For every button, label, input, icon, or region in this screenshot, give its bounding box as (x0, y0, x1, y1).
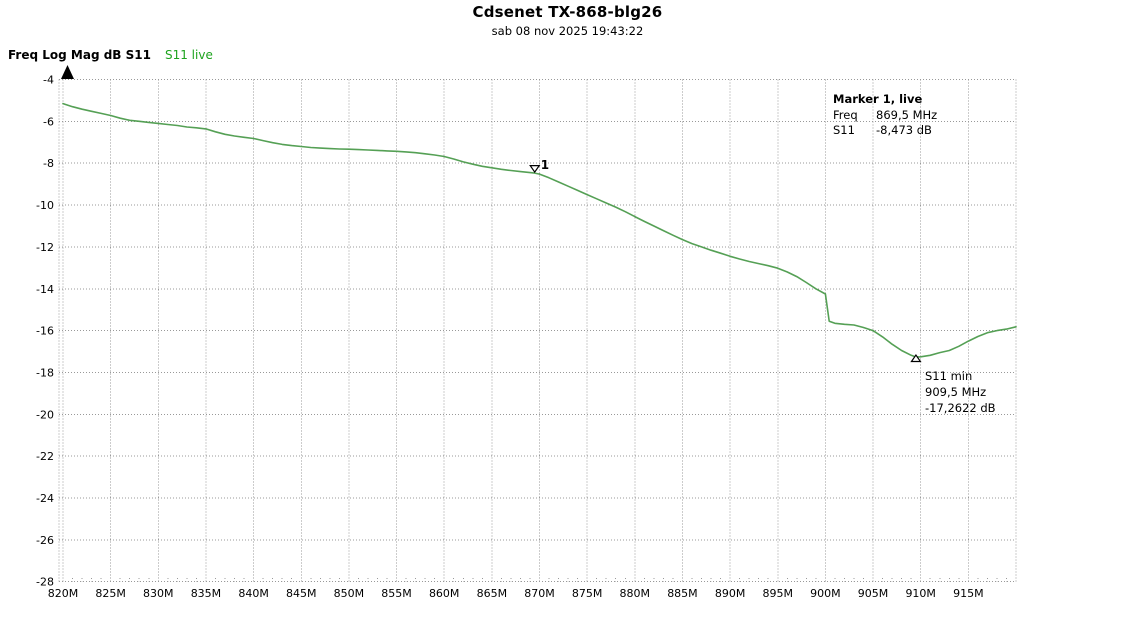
legend-row: Freq Log Mag dB S11 S11 live (8, 48, 213, 62)
s11-min-title: S11 min (925, 369, 973, 383)
y-tick-label: -16 (36, 325, 54, 338)
s11-min-freq: 909,5 MHz (925, 385, 987, 399)
y-tick-label: -8 (43, 157, 54, 170)
x-tick-label: 850M (334, 587, 365, 600)
y-tick-label: -6 (43, 115, 54, 128)
x-tick-label: 830M (143, 587, 174, 600)
x-tick-label: 825M (95, 587, 126, 600)
marker-info-title: Marker 1, live (833, 92, 923, 106)
x-tick-label: 910M (905, 587, 936, 600)
trace-legend-s11-live[interactable]: S11 live (164, 48, 213, 62)
x-tick-label: 905M (858, 587, 889, 600)
x-tick-label: 855M (381, 587, 412, 600)
marker-1-number-label: 1 (541, 158, 549, 172)
axis-format-label: Freq Log Mag dB S11 (8, 48, 151, 62)
marker-freq-label: Freq (833, 107, 858, 122)
x-tick-label: 860M (429, 587, 460, 600)
x-tick-label: 885M (667, 587, 698, 600)
x-tick-label: 880M (620, 587, 651, 600)
x-tick-label: 865M (477, 587, 508, 600)
x-tick-label: 900M (810, 587, 841, 600)
x-tick-label: 840M (238, 587, 269, 600)
page-title: Cdsenet TX-868-blg26 (472, 3, 663, 21)
x-tick-label: 895M (763, 587, 794, 600)
marker-1-glyph[interactable]: 1 (529, 158, 549, 174)
y-tick-label: -4 (43, 74, 54, 87)
marker-s11-label: S11 (833, 123, 855, 137)
y-tick-label: -14 (36, 283, 54, 296)
y-tick-label: -22 (36, 450, 54, 463)
marker-freq-value: 869,5 MHz (876, 107, 938, 122)
gridlines (58, 79, 1017, 583)
x-tick-label: 870M (524, 587, 555, 600)
timestamp: sab 08 nov 2025 19:43:22 (491, 24, 644, 38)
x-tick-label: 835M (191, 587, 222, 600)
s11-min-annotation: S11 min 909,5 MHz -17,2622 dB (925, 368, 996, 416)
y-tick-label: -12 (36, 241, 54, 254)
y-tick-label: -18 (36, 366, 54, 379)
y-tick-label: -10 (36, 199, 54, 212)
x-tick-label: 915M (953, 587, 984, 600)
x-tick-label: 845M (286, 587, 317, 600)
y-tick-label: -24 (36, 492, 54, 505)
tick-labels: 820M 825M 830M 835M 840M 845M 850M 855M 860M 865M… (36, 74, 984, 601)
x-tick-label: 890M (715, 587, 746, 600)
reference-level-arrow-icon[interactable] (61, 65, 74, 79)
y-tick-label: -26 (36, 534, 54, 547)
y-tick-label: -20 (36, 408, 54, 421)
marker-s11-row: S11 -8,473 dB (833, 123, 937, 139)
s11-min-value: -17,2622 dB (925, 401, 996, 415)
x-tick-label: 820M (48, 587, 79, 600)
trace-s11-live (62, 102, 1017, 358)
x-tick-label: 875M (572, 587, 603, 600)
marker-s11-value: -8,473 dB (876, 123, 932, 137)
s11-min-marker-glyph (910, 353, 922, 363)
y-tick-label: -28 (36, 576, 54, 589)
marker-info-box: Marker 1, live Freq 869,5 MHz S11 -8,473… (833, 92, 937, 139)
marker-freq-row: Freq 869,5 MHz (833, 108, 937, 124)
